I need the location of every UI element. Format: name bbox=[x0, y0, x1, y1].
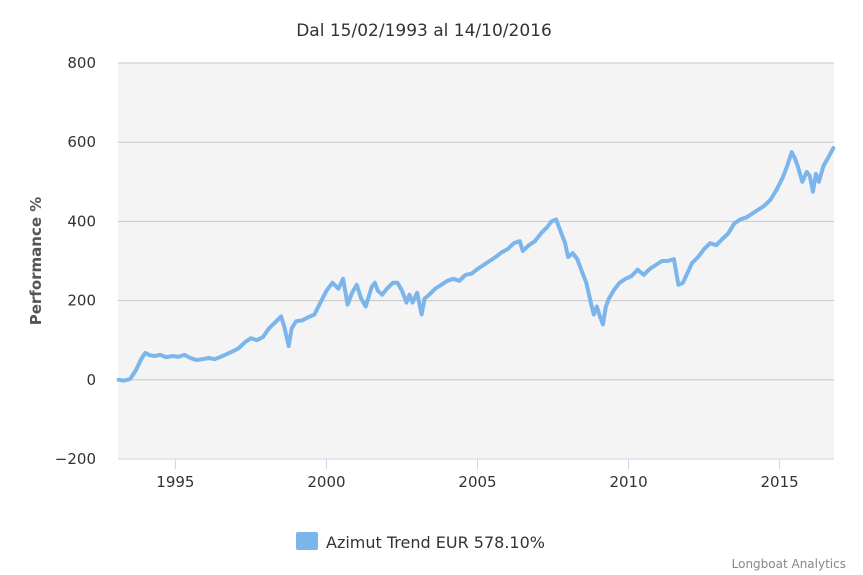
x-tick-label: 2010 bbox=[609, 473, 647, 491]
series-line-azimut-trend bbox=[116, 146, 836, 383]
credit-text[interactable]: Longboat Analytics bbox=[732, 557, 846, 571]
plot-background bbox=[118, 63, 834, 459]
y-axis-ticks: −200 0 200 400 600 800 bbox=[55, 54, 96, 468]
x-axis-ticks: 1995 2000 2005 2010 2015 bbox=[156, 459, 799, 491]
legend-swatch[interactable] bbox=[296, 532, 318, 550]
y-tick-label: 0 bbox=[86, 371, 96, 389]
y-tick-label: −200 bbox=[55, 450, 96, 468]
grid-lines bbox=[118, 62, 834, 381]
y-tick-label: 600 bbox=[67, 133, 96, 151]
legend-label[interactable]: Azimut Trend EUR 578.10% bbox=[326, 533, 545, 552]
y-tick-label: 400 bbox=[67, 212, 96, 230]
legend[interactable]: Azimut Trend EUR 578.10% bbox=[296, 532, 545, 552]
chart-title: Dal 15/02/1993 al 14/10/2016 bbox=[296, 21, 552, 41]
x-tick-label: 2005 bbox=[458, 473, 496, 491]
x-tick-label: 2015 bbox=[761, 473, 799, 491]
y-axis-label: Performance % bbox=[27, 197, 45, 326]
y-tick-label: 200 bbox=[67, 292, 96, 310]
x-tick-label: 1995 bbox=[156, 473, 194, 491]
y-tick-label: 800 bbox=[67, 54, 96, 72]
x-tick-label: 2000 bbox=[307, 473, 345, 491]
